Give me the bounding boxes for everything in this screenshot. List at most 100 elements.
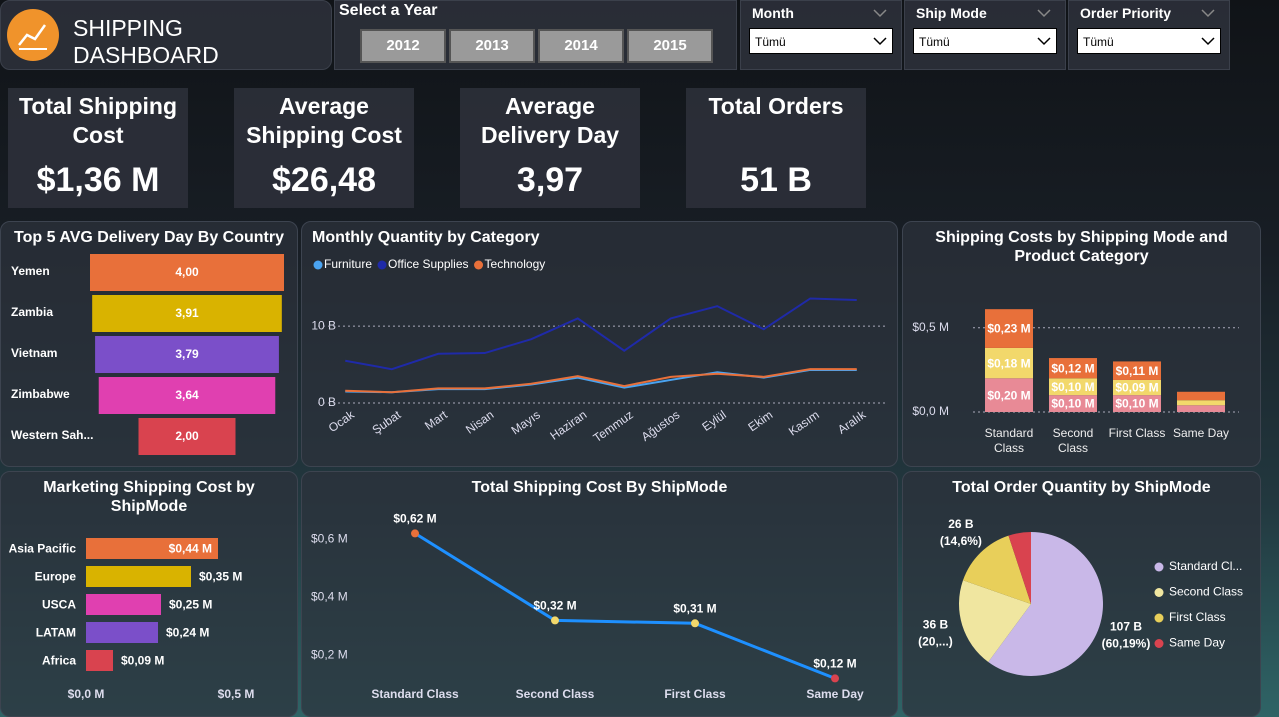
dropdown-value: Tümü [1083,35,1114,49]
bar-segment [1049,395,1097,412]
x-tick-label: Nisan [463,408,496,437]
category-label: Vietnam [11,346,57,360]
year-button[interactable]: 2012 [360,29,446,63]
category-label: Zimbabwe [11,387,70,401]
kpi-value: 3,97 [516,161,584,199]
bar-segment [985,347,1033,379]
legend-label: Same Day [1169,636,1225,650]
x-tick-label: Second Class [1052,426,1094,455]
series-line [414,532,836,680]
category-label: Zambia [11,305,53,319]
value-label: $0,24 M [166,626,209,640]
kpi-title: Average Delivery Day [480,93,620,148]
value-label: 36 B [923,618,949,632]
percent-label: (14,6%) [940,534,982,548]
point [691,619,699,628]
bar-segment [1177,391,1225,401]
legend-label: Standard Cl... [1169,559,1242,573]
bar [86,650,113,671]
y-tick-label: 0 B [318,395,336,409]
panel: Total Shipping Cost By ShipMode $0,2 M $0,… [301,471,898,717]
bar-segment [1049,378,1097,396]
value-label: $0,11 M [1116,364,1159,378]
value-label: 3,79 [175,347,199,361]
y-tick-label: $0,4 M [311,589,348,603]
bar [86,622,158,643]
category-label: Asia Pacific [9,542,77,556]
x-tick-label: Second Class [516,687,595,701]
value-label: $0,10 M [1051,380,1094,394]
value-label: $0,23 M [987,322,1030,336]
x-tick-label: Same Day [1172,426,1230,440]
x-tick-label: Mart [422,407,450,433]
x-tick-label: Aralık [835,407,869,437]
x-tick-label: Standard Class [984,426,1034,455]
kpi-value: 51 B [740,161,812,199]
x-tick-label: Same Day [806,687,864,701]
chart: Yemen 4,00 Zambia 3,91 Vietnam 3,79 Zimbabwe 3,… [11,254,284,455]
filter-label: Order Priority [1080,5,1172,21]
value-label: 2,00 [175,429,199,443]
bar [86,594,161,615]
x-tick-label: $0,5 M [218,687,255,701]
x-tick-label: Eylül [699,408,728,434]
x-tick-label: Mayıs [509,408,543,438]
value-label: $0,09 M [121,654,164,668]
value-label: $0,25 M [169,598,212,612]
chart-title: Total Order Quantity by ShipMode [952,479,1211,496]
year-button[interactable]: 2015 [627,29,713,63]
kpi-card: Average Shipping Cost $26,48 [234,88,414,208]
series-line [345,297,857,371]
x-tick-label: First Class [664,687,726,701]
legend-marker [1154,613,1164,623]
bar-segment [1113,361,1161,380]
x-tick-label: $0,0 M [68,687,105,701]
chevron [1037,9,1051,18]
category-label: Western Sah... [11,428,93,442]
chart-title: Monthly Quantity by Category [312,229,540,246]
chevron-line [1037,9,1051,18]
year-button[interactable]: 2013 [449,29,535,63]
dropdown[interactable]: Tümü [1077,28,1221,54]
chevron-line [1201,37,1215,46]
x-tick-label: First Class [1108,426,1166,440]
legend-label: Second Class [1169,585,1243,599]
value-label: 4,00 [175,265,199,279]
dropdown[interactable]: Tümü [749,28,893,54]
x-tick-label: Standard Class [371,687,459,701]
series-line [345,368,857,394]
legend-label: Technology [485,257,546,271]
bar [98,377,276,414]
year-button[interactable]: 2014 [538,29,624,63]
chart: 107 B (60,19%) Standard Cl... 36 B (20,...) S… [918,517,1243,676]
bar-segment [1177,400,1225,406]
chevron [1201,37,1215,46]
panel: Monthly Quantity by Category 0 B 10 B Ocak Ş… [301,221,898,467]
chart: $0,0 M $0,5 M $0,20 M $0,10 M $0,10 M $0,18 M… [912,309,1239,418]
bar [95,336,279,373]
category-label: USCA [42,598,76,612]
dropdown-value: Tümü [919,35,950,49]
bar [138,418,236,455]
x-tick-label: Ağustos [639,408,683,444]
pie-slice [988,532,1103,676]
chevron-line [1037,37,1051,46]
dropdown-value: Tümü [755,35,786,49]
value-label: $0,20 M [987,388,1030,402]
chart-title: Top 5 AVG Delivery Day By Country [14,229,284,246]
category-label: Africa [42,654,76,668]
value-label: 3,64 [175,388,199,402]
pie-slice [959,580,1031,662]
slicer-label: Select a Year [339,2,438,19]
year-slicer: Select a Year 2012 2013 2014 2015 [334,0,737,70]
legend-marker [377,260,387,270]
filter-label: Ship Mode [916,5,987,21]
y-tick-label: $0,0 M [912,404,949,418]
x-tick-label: Haziran [547,408,589,443]
chart: 0 B 10 B Ocak Şubat Mart Nisan Mayıs Haziran Tem… [311,257,886,445]
dashboard-title: SHIPPING DASHBOARD [73,15,219,68]
x-tick-label: Şubat [370,407,404,437]
value-label: 26 B [948,517,974,531]
bar [86,566,191,587]
dropdown[interactable]: Tümü [913,28,1057,54]
